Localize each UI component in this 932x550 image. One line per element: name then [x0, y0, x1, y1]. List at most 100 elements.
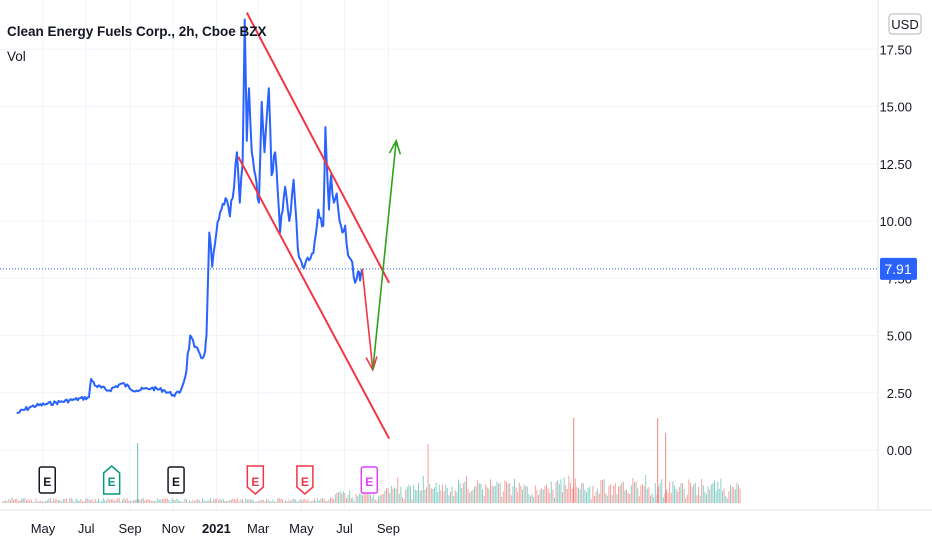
volume-bar: [413, 484, 415, 503]
volume-bar: [472, 489, 474, 503]
volume-bar: [152, 500, 154, 503]
volume-bar: [238, 501, 240, 503]
volume-bar: [184, 498, 186, 503]
price-tick-label: 15.00: [879, 100, 912, 115]
earnings-marker[interactable]: E: [360, 466, 379, 494]
volume-bar: [446, 488, 448, 503]
volume-bar: [670, 492, 672, 503]
volume-bar: [298, 501, 299, 503]
earnings-marker[interactable]: E: [38, 466, 56, 494]
volume-bar: [667, 492, 669, 503]
volume-bar: [202, 498, 203, 503]
volume-bar: [221, 500, 223, 503]
projection-arrow-up[interactable]: [372, 138, 402, 370]
earnings-marker[interactable]: E: [246, 465, 265, 495]
volume-bar: [355, 493, 357, 503]
volume-bar: [82, 501, 83, 503]
volume-bar: [648, 487, 650, 503]
volume-bar: [299, 499, 301, 503]
volume-bar: [414, 489, 416, 503]
volume-bar: [272, 499, 274, 503]
volume-bar: [368, 492, 370, 503]
volume-bar: [530, 496, 531, 503]
volume-bar: [443, 491, 445, 503]
volume-bar: [733, 486, 735, 503]
volume-bar: [90, 500, 91, 503]
volume-bar: [213, 499, 215, 503]
time-tick-label: 2021: [202, 521, 231, 536]
volume-bar: [544, 486, 546, 503]
trend-channel-upper-line[interactable]: [245, 12, 390, 284]
volume-bar: [672, 481, 674, 503]
volume-bar: [726, 498, 728, 503]
volume-bar: [685, 498, 687, 503]
volume-bar: [427, 444, 429, 503]
volume-bar: [288, 499, 290, 503]
volume-bar: [250, 499, 251, 503]
trend-channel-lower-line[interactable]: [237, 156, 390, 440]
price-line-series[interactable]: [16, 18, 364, 415]
volume-bar: [422, 475, 424, 503]
volume-bar: [664, 493, 666, 503]
volume-bar: [48, 498, 50, 503]
volume-bar: [581, 482, 583, 503]
volume-bar: [243, 501, 245, 503]
volume-bar: [483, 496, 485, 503]
volume-bar: [226, 500, 227, 503]
volume-bar: [341, 493, 343, 503]
volume-bar: [360, 493, 362, 503]
volume-bar: [365, 494, 367, 503]
volume-bar: [83, 501, 85, 503]
volume-bar: [122, 499, 123, 503]
volume-legend-label[interactable]: Vol: [7, 49, 26, 64]
time-scale[interactable]: [0, 510, 932, 550]
volume-bar: [702, 485, 704, 503]
volume-bar: [91, 498, 93, 503]
volume-bar: [419, 491, 421, 503]
volume-bar: [322, 498, 323, 503]
drawing-tools[interactable]: [237, 12, 402, 440]
earnings-marker[interactable]: E: [296, 465, 314, 495]
chart-legend-title[interactable]: Clean Energy Fuels Corp., 2h, Cboe BZX: [7, 24, 267, 39]
volume-bar: [160, 499, 162, 503]
volume-bar: [605, 493, 607, 503]
volume-bar: [230, 499, 232, 503]
volume-bar: [656, 494, 658, 503]
currency-badge[interactable]: USD: [888, 13, 922, 35]
volume-bar: [547, 488, 549, 503]
volume-bar: [659, 483, 661, 503]
volume-bar: [515, 487, 517, 503]
volume-bar: [430, 488, 432, 503]
volume-bar: [683, 488, 685, 503]
volume-bar: [522, 489, 523, 503]
volume-bar: [378, 496, 379, 503]
volume-bar: [504, 480, 506, 503]
volume-bar: [453, 496, 455, 503]
earnings-marker[interactable]: E: [102, 465, 121, 495]
volume-bar: [346, 498, 347, 503]
volume-bar: [717, 481, 719, 503]
volume-bar: [144, 500, 146, 503]
price-scale[interactable]: [878, 0, 932, 510]
volume-bar: [101, 500, 103, 503]
volume-bar: [237, 498, 239, 503]
volume-bar: [478, 483, 480, 503]
earnings-marker[interactable]: E: [167, 466, 185, 494]
volume-bar: [467, 488, 469, 503]
volume-bar: [141, 498, 143, 503]
price-tick-label: 10.00: [879, 214, 912, 229]
volume-bar: [384, 490, 386, 503]
time-tick-label: Sep: [118, 521, 141, 536]
volume-bar: [614, 483, 616, 503]
volume-bar: [677, 491, 679, 503]
volume-bar: [400, 486, 402, 503]
volume-bar: [629, 494, 631, 503]
volume-bar: [466, 475, 467, 503]
volume-bar: [640, 485, 642, 503]
volume-histogram: [2, 418, 741, 503]
volume-bar: [301, 500, 303, 503]
volume-bar: [665, 433, 667, 503]
volume-bar: [229, 500, 231, 503]
